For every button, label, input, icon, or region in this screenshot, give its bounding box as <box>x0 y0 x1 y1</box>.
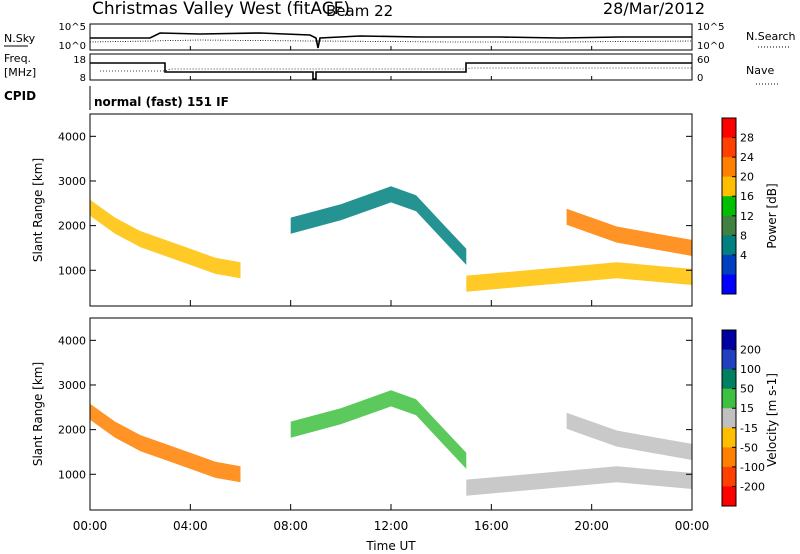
x-tick-label: 12:00 <box>374 519 409 533</box>
y-tick-label: 2000 <box>58 424 86 437</box>
beam-label: Beam 22 <box>326 2 393 20</box>
colorbar-swatch <box>722 388 736 409</box>
y-tick-label: 2000 <box>58 220 86 233</box>
colorbar-tick-label: 20 <box>740 171 754 184</box>
colorbar-swatch <box>722 408 736 429</box>
x-tick-label: 08:00 <box>273 519 308 533</box>
y-tick-label: 4000 <box>58 130 86 143</box>
colorbar-swatch <box>722 330 736 351</box>
power-colorbar-label: Power [dB] <box>765 183 779 248</box>
colorbar-tick-label: 24 <box>740 151 754 164</box>
noise-panel: N.Sky 10^5 10^0 10^5 10^0 N.Search <box>4 22 796 52</box>
echo-band <box>466 466 692 496</box>
colorbar-tick-label: -50 <box>740 441 758 454</box>
freq-label: Freq. <box>4 52 31 65</box>
colorbar-tick-label: 16 <box>740 190 754 203</box>
echo-band <box>566 208 692 256</box>
colorbar-swatch <box>722 274 736 295</box>
colorbar-tick-label: -200 <box>740 480 765 493</box>
echo-band <box>290 186 467 265</box>
nsky-label: N.Sky <box>4 32 36 45</box>
colorbar-swatch <box>722 369 736 390</box>
colorbar-swatch <box>722 215 736 236</box>
echo-band <box>466 262 692 292</box>
nsearch-label: N.Search <box>746 30 796 43</box>
colorbar-tick-label: 100 <box>740 363 761 376</box>
x-tick-label: 16:00 <box>474 519 509 533</box>
cpid-label: CPID <box>4 89 36 103</box>
colorbar-tick-label: -15 <box>740 422 758 435</box>
cpid-text: normal (fast) 151 IF <box>94 95 229 109</box>
freq-tick-bottom-right: 0 <box>697 73 703 84</box>
colorbar-swatch <box>722 447 736 468</box>
nave-label: Nave <box>746 64 774 77</box>
velocity-ylabel: Slant Range [km] <box>31 362 45 466</box>
colorbar-tick-label: 28 <box>740 132 754 145</box>
colorbar-tick-label: 12 <box>740 210 754 223</box>
noise-tick-bottom-right: 10^0 <box>697 41 724 52</box>
y-tick-label: 3000 <box>58 175 86 188</box>
echo-band <box>290 390 467 469</box>
velocity-y-ticks: 1000 2000 3000 4000 <box>58 334 692 481</box>
freq-tick-top-left: 18 <box>73 55 86 66</box>
colorbar-tick-label: 15 <box>740 402 754 415</box>
colorbar-swatch <box>722 118 736 139</box>
velocity-colorbar: 200 100 50 15 -15 -50 -100 -200 <box>721 329 765 507</box>
y-tick-label: 1000 <box>58 468 86 481</box>
colorbar-swatch <box>722 137 736 158</box>
y-tick-label: 3000 <box>58 379 86 392</box>
freq-panel: Freq. [MHz] 18 8 60 0 Nave <box>4 52 780 85</box>
colorbar-tick-label: 50 <box>740 383 754 396</box>
freq-tick-bottom-left: 8 <box>80 73 86 84</box>
colorbar-tick-label: 4 <box>740 249 747 262</box>
colorbar-swatch <box>722 349 736 370</box>
nsearch-trace <box>89 39 693 43</box>
colorbar-frame <box>721 117 737 295</box>
echo-band <box>566 412 692 460</box>
noise-tick-bottom-left: 10^0 <box>59 41 86 52</box>
colorbar-swatch <box>722 427 736 448</box>
power-ylabel: Slant Range [km] <box>31 158 45 262</box>
x-tick-label: 00:00 <box>675 519 710 533</box>
colorbar-swatch <box>722 157 736 178</box>
nave-trace <box>100 67 692 72</box>
x-tick-label: 20:00 <box>574 519 609 533</box>
colorbar-swatch <box>722 196 736 217</box>
colorbar-frame <box>721 329 737 507</box>
velocity-panel: 1000 2000 3000 4000 Slant Range [km] <box>31 317 693 511</box>
freq-tick-top-right: 60 <box>697 55 710 66</box>
velocity-data-layer <box>90 390 692 496</box>
velocity-colorbar-label: Velocity [m s-1] <box>765 373 779 467</box>
power-panel: 1000 2000 3000 4000 Slant Range [km] <box>31 113 693 307</box>
colorbar-swatch <box>722 466 736 487</box>
noise-tick-top-right: 10^5 <box>697 22 724 33</box>
power-data-layer <box>90 186 692 292</box>
colorbar-swatch <box>722 254 736 275</box>
x-axis-label: Time UT <box>365 539 416 553</box>
freq-unit-label: [MHz] <box>4 66 36 79</box>
colorbar-swatch <box>722 176 736 197</box>
echo-band <box>90 199 241 279</box>
y-tick-label: 1000 <box>58 264 86 277</box>
y-tick-label: 4000 <box>58 334 86 347</box>
power-colorbar: 28 24 20 16 12 8 4 <box>721 117 754 295</box>
power-y-ticks: 1000 2000 3000 4000 <box>58 130 692 277</box>
colorbar-swatch <box>722 486 736 507</box>
date-label: 28/Mar/2012 <box>603 0 705 18</box>
colorbar-tick-label: -100 <box>740 461 765 474</box>
echo-band <box>90 403 241 483</box>
noise-tick-top-left: 10^5 <box>59 22 86 33</box>
x-tick-label: 04:00 <box>173 519 208 533</box>
figure-title: Christmas Valley West (fitACF) <box>92 0 350 19</box>
nsky-trace <box>90 32 692 49</box>
colorbar-tick-label: 8 <box>740 229 747 242</box>
x-axis-ticks: 00:00 04:00 08:00 12:00 16:00 20:00 00:00 <box>73 46 710 533</box>
colorbar-swatch <box>722 235 736 256</box>
x-tick-label: 00:00 <box>73 519 108 533</box>
colorbar-tick-label: 200 <box>740 344 761 357</box>
freq-trace <box>90 62 692 80</box>
